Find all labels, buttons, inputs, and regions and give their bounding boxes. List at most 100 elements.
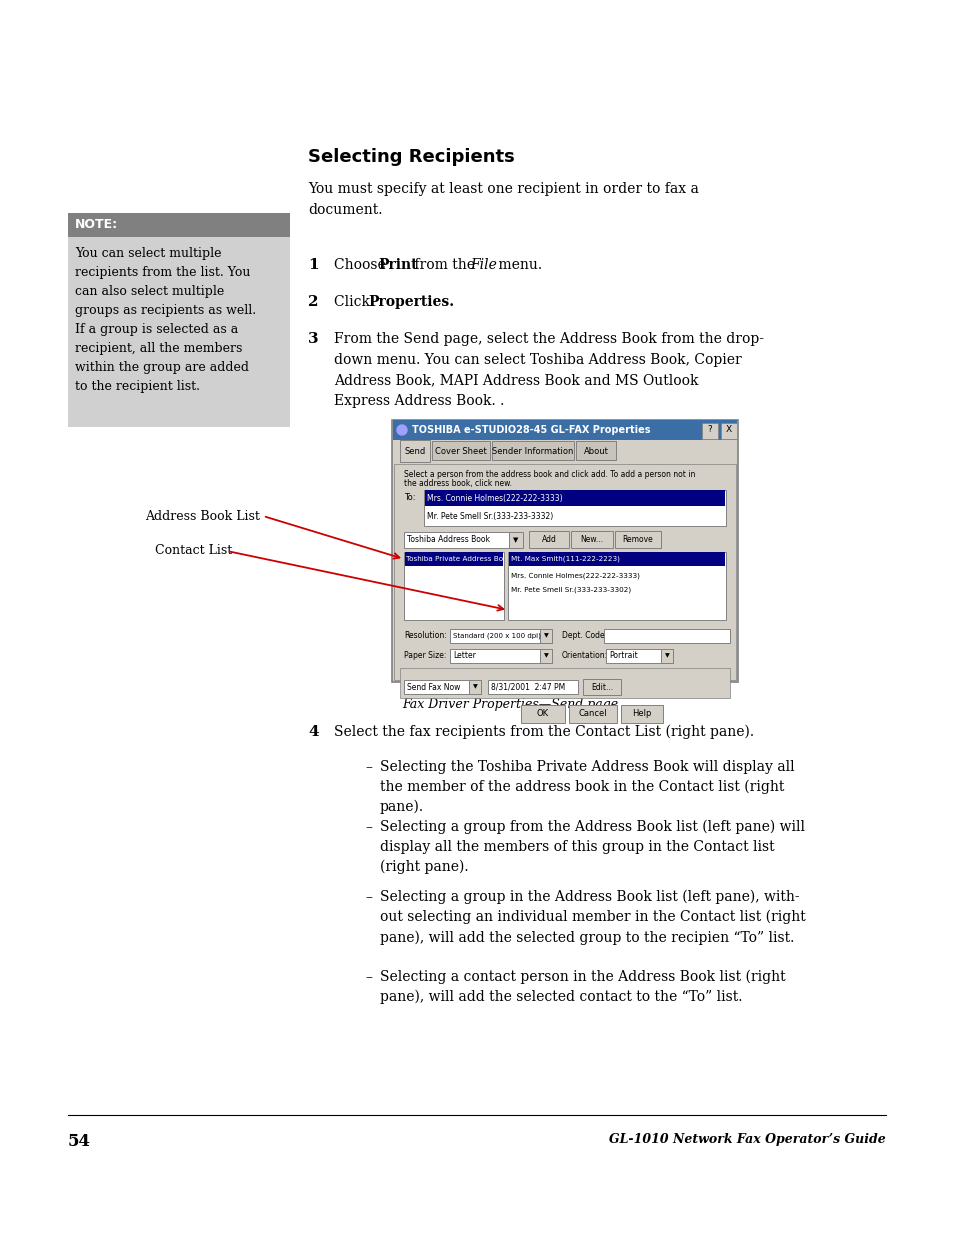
- Text: Mrs. Connie Holmes(222-222-3333): Mrs. Connie Holmes(222-222-3333): [427, 494, 562, 504]
- Text: ▼: ▼: [513, 537, 518, 543]
- Text: ▼: ▼: [472, 684, 476, 689]
- Text: TOSHIBA e-STUDIO28-45 GL-FAX Properties: TOSHIBA e-STUDIO28-45 GL-FAX Properties: [412, 425, 650, 435]
- FancyBboxPatch shape: [660, 650, 672, 663]
- FancyBboxPatch shape: [720, 424, 737, 438]
- FancyBboxPatch shape: [520, 705, 564, 722]
- Text: GL-1010 Network Fax Operator’s Guide: GL-1010 Network Fax Operator’s Guide: [609, 1132, 885, 1146]
- Text: menu.: menu.: [494, 258, 541, 272]
- FancyBboxPatch shape: [615, 531, 660, 548]
- Text: Edit...: Edit...: [590, 683, 613, 692]
- FancyBboxPatch shape: [701, 424, 718, 438]
- Text: from the: from the: [410, 258, 478, 272]
- Text: Click: Click: [334, 295, 374, 309]
- Text: –: –: [365, 969, 372, 984]
- FancyBboxPatch shape: [403, 532, 509, 548]
- Text: –: –: [365, 760, 372, 774]
- Text: 4: 4: [308, 725, 318, 739]
- Text: Resolution:: Resolution:: [403, 631, 446, 641]
- Text: Selecting a group from the Address Book list (left pane) will
display all the me: Selecting a group from the Address Book …: [379, 820, 804, 874]
- FancyBboxPatch shape: [620, 705, 662, 722]
- FancyBboxPatch shape: [576, 441, 616, 459]
- Text: Mrs. Connie Holmes(222-222-3333): Mrs. Connie Holmes(222-222-3333): [511, 573, 639, 579]
- Text: Properties.: Properties.: [368, 295, 454, 309]
- FancyBboxPatch shape: [509, 532, 522, 548]
- Text: Toshiba Private Address Bo: Toshiba Private Address Bo: [406, 556, 502, 562]
- Text: Orientation:: Orientation:: [561, 652, 607, 661]
- Text: Mt. Max Smith(111-222-2223): Mt. Max Smith(111-222-2223): [511, 556, 619, 562]
- FancyBboxPatch shape: [393, 420, 737, 440]
- FancyBboxPatch shape: [399, 668, 729, 698]
- Text: 2: 2: [308, 295, 318, 309]
- FancyBboxPatch shape: [492, 441, 574, 459]
- FancyBboxPatch shape: [403, 552, 503, 620]
- Text: Send Fax Now: Send Fax Now: [407, 683, 460, 692]
- FancyBboxPatch shape: [539, 629, 552, 643]
- Text: Address Book List: Address Book List: [145, 510, 259, 522]
- FancyBboxPatch shape: [399, 440, 430, 462]
- FancyBboxPatch shape: [68, 212, 290, 237]
- FancyBboxPatch shape: [423, 490, 725, 526]
- FancyBboxPatch shape: [488, 680, 578, 694]
- FancyBboxPatch shape: [605, 650, 660, 663]
- Text: To:: To:: [403, 494, 416, 503]
- Text: File: File: [470, 258, 497, 272]
- Text: Select a person from the address book and click add. To add a person not in: Select a person from the address book an…: [403, 471, 695, 479]
- Text: Remove: Remove: [622, 536, 653, 545]
- Text: ▼: ▼: [543, 653, 548, 658]
- Text: 1: 1: [308, 258, 318, 272]
- FancyBboxPatch shape: [469, 680, 480, 694]
- FancyBboxPatch shape: [529, 531, 568, 548]
- Text: Cover Sheet: Cover Sheet: [435, 447, 486, 456]
- Text: ▼: ▼: [664, 653, 669, 658]
- FancyBboxPatch shape: [571, 531, 613, 548]
- FancyBboxPatch shape: [509, 552, 724, 566]
- Circle shape: [396, 425, 407, 435]
- FancyBboxPatch shape: [424, 490, 724, 506]
- Text: ▼: ▼: [543, 634, 548, 638]
- Text: Letter: Letter: [453, 652, 476, 661]
- Text: You must specify at least one recipient in order to fax a
document.: You must specify at least one recipient …: [308, 182, 699, 216]
- Text: Select the fax recipients from the Contact List (right pane).: Select the fax recipients from the Conta…: [334, 725, 753, 740]
- FancyBboxPatch shape: [507, 552, 725, 620]
- Text: Mr. Pete Smell Sr.(333-233-3332): Mr. Pete Smell Sr.(333-233-3332): [427, 511, 553, 520]
- FancyBboxPatch shape: [582, 679, 620, 695]
- Text: Mr. Pete Smell Sr.(333-233-3302): Mr. Pete Smell Sr.(333-233-3302): [511, 587, 631, 593]
- FancyBboxPatch shape: [450, 650, 539, 663]
- FancyBboxPatch shape: [450, 629, 539, 643]
- Text: Send: Send: [404, 447, 425, 456]
- Text: Contact List: Contact List: [154, 545, 232, 557]
- FancyBboxPatch shape: [392, 420, 738, 682]
- Text: Selecting Recipients: Selecting Recipients: [308, 148, 515, 165]
- FancyBboxPatch shape: [603, 629, 729, 643]
- Text: Delayed Fax: Delayed Fax: [403, 669, 450, 678]
- FancyBboxPatch shape: [394, 464, 735, 680]
- Text: 8/31/2001  2:47 PM: 8/31/2001 2:47 PM: [491, 683, 565, 692]
- Text: About: About: [583, 447, 608, 456]
- Text: Selecting a contact person in the Address Book list (right
pane), will add the s: Selecting a contact person in the Addres…: [379, 969, 785, 1004]
- Text: –: –: [365, 820, 372, 834]
- FancyBboxPatch shape: [568, 705, 617, 722]
- FancyBboxPatch shape: [405, 552, 502, 566]
- Text: Portrait: Portrait: [608, 652, 638, 661]
- Text: Choose: Choose: [334, 258, 390, 272]
- Text: 3: 3: [308, 332, 318, 346]
- Text: OK: OK: [537, 709, 549, 719]
- Text: You can select multiple
recipients from the list. You
can also select multiple
g: You can select multiple recipients from …: [75, 247, 255, 393]
- Text: –: –: [365, 890, 372, 904]
- Text: Fax Driver Properties—Send page: Fax Driver Properties—Send page: [401, 698, 618, 711]
- Text: Toshiba Address Book: Toshiba Address Book: [407, 536, 490, 545]
- Text: Selecting a group in the Address Book list (left pane), with-
out selecting an i: Selecting a group in the Address Book li…: [379, 890, 805, 945]
- FancyBboxPatch shape: [403, 680, 469, 694]
- Text: Selecting the Toshiba Private Address Book will display all
the member of the ad: Selecting the Toshiba Private Address Bo…: [379, 760, 794, 814]
- Text: Paper Size:: Paper Size:: [403, 652, 446, 661]
- Text: Help: Help: [632, 709, 651, 719]
- FancyBboxPatch shape: [68, 237, 290, 427]
- Text: the address book, click new.: the address book, click new.: [403, 479, 512, 488]
- Text: Print: Print: [377, 258, 417, 272]
- FancyBboxPatch shape: [539, 650, 552, 663]
- Text: Sender Information: Sender Information: [492, 447, 573, 456]
- Text: NOTE:: NOTE:: [75, 219, 118, 231]
- Text: Standard (200 x 100 dpi): Standard (200 x 100 dpi): [453, 632, 540, 640]
- Text: From the Send page, select the Address Book from the drop-
down menu. You can se: From the Send page, select the Address B…: [334, 332, 763, 408]
- FancyBboxPatch shape: [432, 441, 490, 459]
